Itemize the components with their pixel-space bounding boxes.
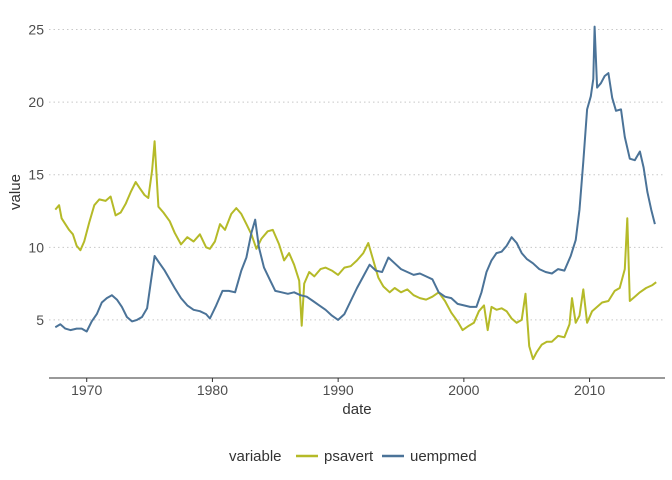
y-tick-label: 15 — [28, 167, 44, 183]
x-tick-label: 2010 — [574, 382, 605, 398]
series-line-uempmed — [54, 25, 656, 333]
y-tick-label: 10 — [28, 239, 44, 255]
y-axis-title: value — [7, 174, 24, 210]
series-layer — [54, 25, 657, 361]
legend-title: variable — [229, 448, 282, 465]
x-tick-label: 1970 — [71, 382, 102, 398]
x-tick-label: 1990 — [323, 382, 354, 398]
legend-label-psavert: psavert — [324, 448, 374, 465]
gridlines — [49, 29, 665, 321]
legend-label-uempmed: uempmed — [410, 448, 477, 465]
x-axis-title: date — [342, 401, 371, 418]
y-axis: 5 10 15 20 25 — [28, 22, 44, 328]
x-tick-label: 2000 — [448, 382, 479, 398]
y-tick-label: 25 — [28, 22, 44, 38]
x-axis: 1970 1980 1990 2000 2010 — [71, 378, 605, 398]
y-tick-label: 20 — [28, 94, 44, 110]
series-line-psavert — [54, 140, 657, 361]
x-tick-label: 1980 — [197, 382, 228, 398]
y-tick-label: 5 — [36, 312, 44, 328]
legend: variable psavert uempmed — [229, 448, 477, 465]
